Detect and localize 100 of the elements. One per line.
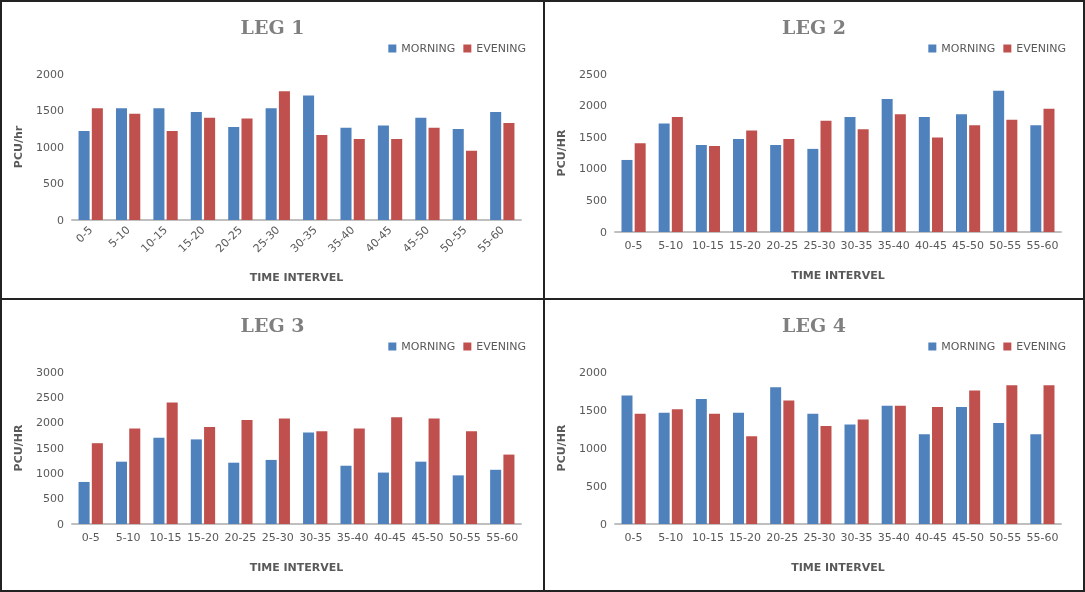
x-tick-label: 30-35: [299, 531, 332, 544]
bar: [241, 118, 253, 220]
x-tick-label: 35-40: [877, 239, 910, 252]
bar: [129, 113, 141, 220]
bar: [932, 406, 943, 524]
bar: [303, 95, 315, 220]
x-tick-label: 50-55: [989, 239, 1022, 252]
bar: [746, 130, 758, 232]
bar: [278, 91, 290, 220]
bar: [1043, 385, 1055, 524]
bar: [391, 138, 403, 220]
bar: [881, 405, 893, 524]
bar: [918, 116, 930, 232]
y-tick-label: 1000: [36, 140, 64, 154]
legend-label: MORNING: [941, 340, 996, 353]
y-tick-label: 2000: [36, 416, 64, 430]
chart-title: LEG 1: [240, 15, 305, 38]
bar: [490, 111, 502, 220]
bar: [78, 130, 90, 220]
y-axis-title: PCU/HR: [555, 129, 568, 177]
bar: [428, 418, 440, 524]
bar: [452, 129, 464, 220]
bar: [993, 90, 1005, 232]
bar: [129, 428, 141, 524]
y-tick-label: 1000: [579, 162, 607, 176]
legend-label: MORNING: [401, 340, 456, 353]
bar: [503, 454, 515, 524]
bar: [190, 439, 202, 524]
bar: [353, 428, 365, 524]
x-tick-label: 30-35: [840, 531, 873, 544]
x-tick-label: 50-55: [989, 531, 1022, 544]
bar: [634, 413, 646, 524]
y-tick-label: 1500: [36, 104, 64, 117]
y-tick-label: 1000: [36, 466, 64, 480]
bar: [78, 481, 90, 524]
y-axis-title: PCU/HR: [555, 424, 568, 472]
x-tick-label: 45-50: [952, 239, 985, 252]
bar: [278, 418, 290, 524]
bar: [695, 398, 707, 524]
x-tick-label: 5-10: [658, 531, 684, 544]
x-tick-label: 30-35: [840, 239, 873, 252]
legend-label: MORNING: [401, 42, 456, 55]
y-tick-label: 0: [600, 225, 607, 239]
bar: [733, 412, 744, 524]
bar: [166, 130, 178, 220]
bar: [1030, 125, 1042, 232]
y-axis-title: PCU/hr: [12, 125, 25, 169]
x-tick-label: 35-40: [336, 531, 369, 544]
bar: [204, 117, 216, 220]
bar: [91, 443, 103, 524]
bar: [340, 127, 352, 220]
x-tick-label: 55-60: [486, 531, 519, 544]
x-tick-label: 40-45: [914, 531, 947, 544]
x-tick-label: 10-15: [149, 531, 182, 544]
bar: [465, 431, 478, 524]
bar: [303, 432, 315, 524]
x-tick-label: 40-45: [374, 531, 407, 544]
bar: [709, 413, 720, 524]
bar: [969, 125, 981, 232]
bar: [452, 475, 464, 524]
bar: [857, 419, 869, 524]
bar: [316, 134, 328, 220]
bar: [428, 127, 440, 220]
bar: [881, 98, 893, 232]
bar: [671, 116, 683, 232]
x-axis-title: TIME INTERVEL: [791, 269, 885, 282]
bar: [465, 150, 478, 220]
bar: [503, 122, 515, 220]
y-tick-label: 2000: [36, 67, 64, 81]
bar: [894, 114, 906, 232]
y-tick-label: 0: [600, 517, 607, 531]
bar: [190, 111, 202, 220]
x-tick-label: 45-50: [411, 531, 444, 544]
x-tick-label: 20-25: [766, 531, 799, 544]
bar: [391, 417, 403, 524]
bar: [265, 459, 277, 524]
bar: [1006, 119, 1018, 232]
legend-label: EVENING: [1016, 42, 1067, 55]
y-tick-label: 1000: [579, 441, 607, 455]
bar: [807, 413, 819, 524]
bar: [894, 405, 906, 524]
y-tick-label: 500: [586, 193, 607, 207]
chart-title: LEG 2: [782, 15, 846, 38]
x-tick-label: 25-30: [803, 239, 836, 252]
legend-label: MORNING: [941, 42, 996, 55]
x-tick-label: 45-50: [952, 531, 985, 544]
bar: [820, 120, 832, 232]
y-tick-label: 0: [57, 213, 64, 227]
x-axis-title: TIME INTERVEL: [791, 561, 885, 574]
x-tick-label: 0-5: [73, 223, 96, 246]
bar: [377, 472, 389, 524]
legend-label: EVENING: [476, 42, 527, 55]
bar: [1043, 108, 1055, 232]
bar: [634, 143, 646, 232]
x-tick-label: 0-5: [624, 239, 643, 252]
y-tick-label: 3000: [36, 365, 64, 379]
x-tick-label: 5-10: [115, 531, 141, 544]
bar: [415, 461, 427, 524]
y-tick-label: 2000: [579, 99, 607, 113]
x-tick-label: 15-20: [186, 531, 219, 544]
